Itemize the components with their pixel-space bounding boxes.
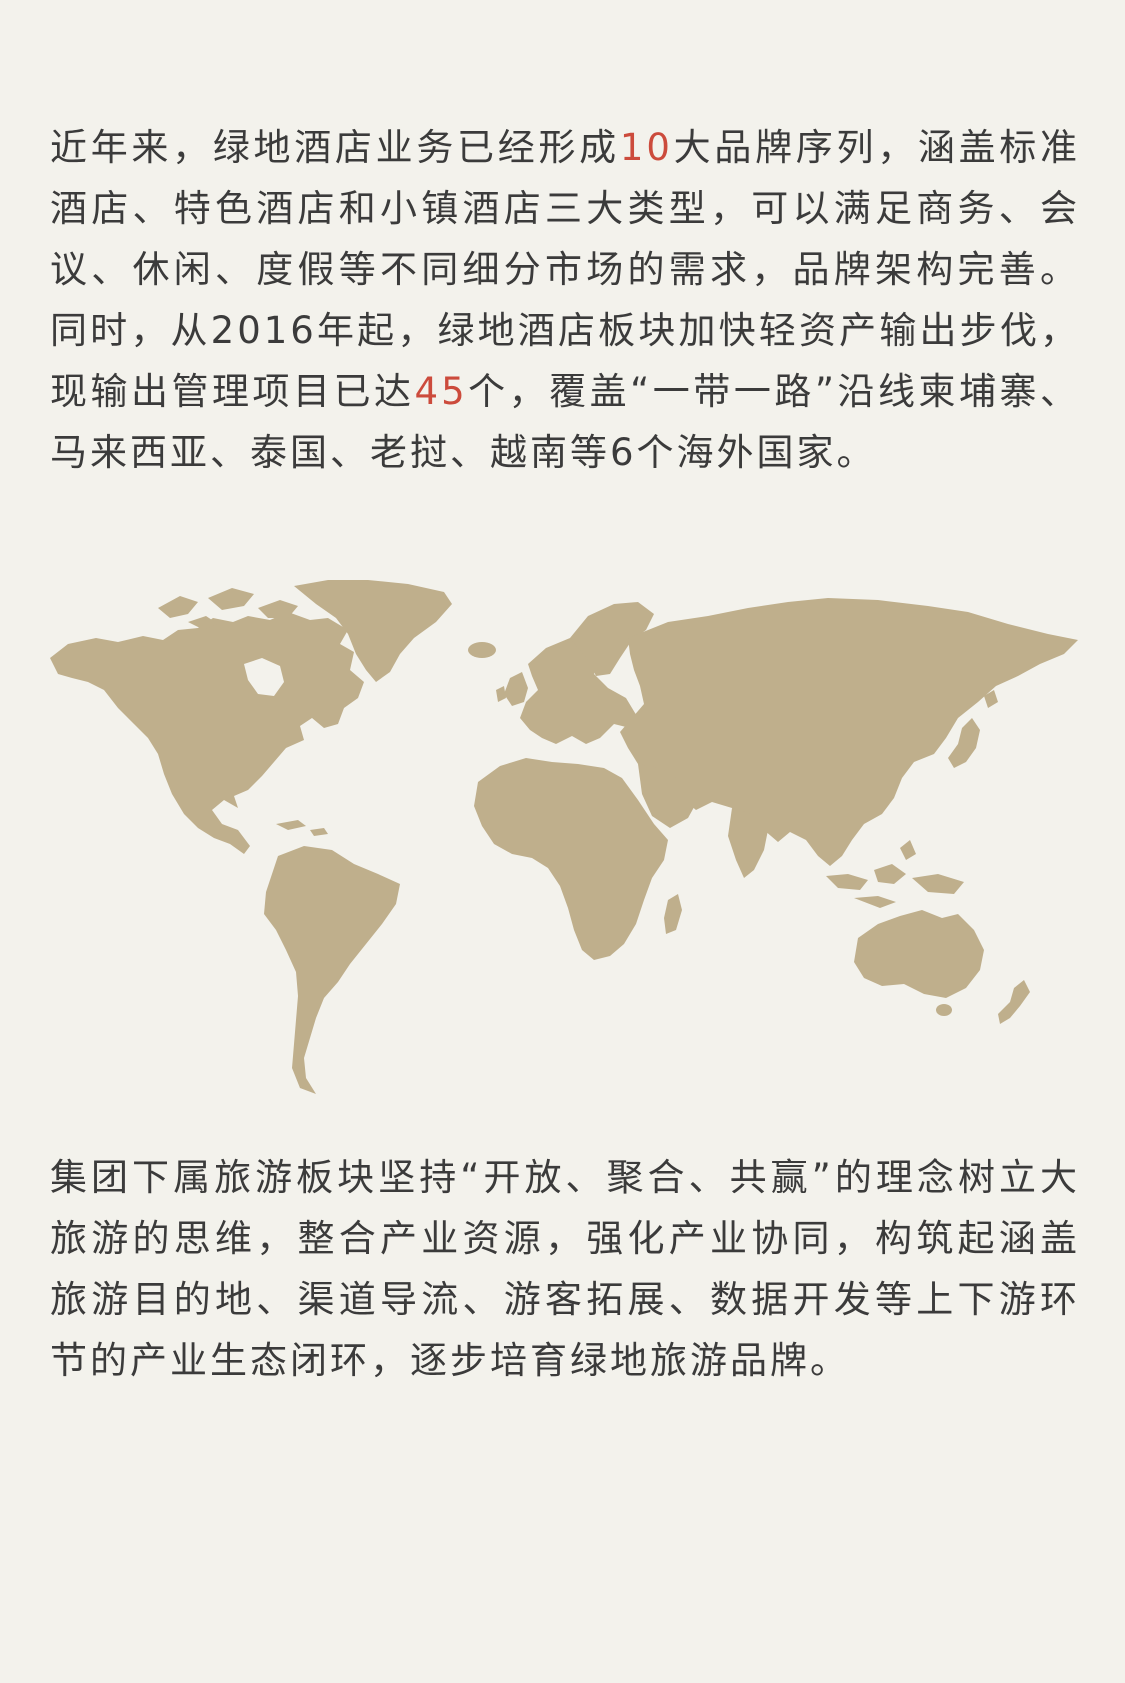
- scandinavia-shape: [570, 602, 654, 676]
- india-shape: [728, 808, 768, 878]
- canada-arctic-islands-shape: [158, 588, 298, 630]
- madagascar-shape: [664, 894, 682, 934]
- tourism-paragraph: 集团下属旅游板块坚持“开放、聚合、共赢”的理念树立大旅游的思维，整合产业资源，强…: [50, 1156, 1080, 1382]
- japan-shape: [948, 690, 998, 768]
- hudson-bay-gap: [244, 658, 284, 696]
- north-america-shape: [50, 612, 364, 854]
- southeast-asia-islands-shape: [826, 840, 964, 908]
- africa-shape: [474, 758, 668, 960]
- world-map-icon: [50, 580, 1078, 1094]
- greenland-shape: [294, 580, 452, 682]
- intro-text-1: 近年来，绿地酒店业务已经形成: [50, 126, 620, 169]
- arabia-shape: [638, 764, 698, 828]
- british-isles-shape: [496, 672, 528, 706]
- iceland-shape: [468, 642, 496, 658]
- new-zealand-shape: [998, 980, 1030, 1024]
- tasmania-shape: [936, 1004, 952, 1016]
- intro-text-3: 个，覆盖“一带一路”沿线柬埔寨、马来西亚、泰国、老挝、越南等6个海外国家。: [50, 370, 1081, 474]
- project-count-highlight: 45: [414, 370, 468, 413]
- europe-shape: [520, 630, 638, 744]
- caribbean-islands-shape: [276, 820, 328, 836]
- australia-shape: [854, 910, 984, 998]
- hotel-business-paragraph: 近年来，绿地酒店业务已经形成10大品牌序列，涵盖标准酒店、特色酒店和小镇酒店三大…: [50, 117, 1080, 483]
- south-america-shape: [264, 846, 400, 1094]
- intro-text-2: 大品牌序列，涵盖标准酒店、特色酒店和小镇酒店三大类型，可以满足商务、会议、休闲、…: [50, 126, 1081, 413]
- brand-count-highlight: 10: [619, 126, 673, 169]
- asia-shape: [620, 598, 1078, 866]
